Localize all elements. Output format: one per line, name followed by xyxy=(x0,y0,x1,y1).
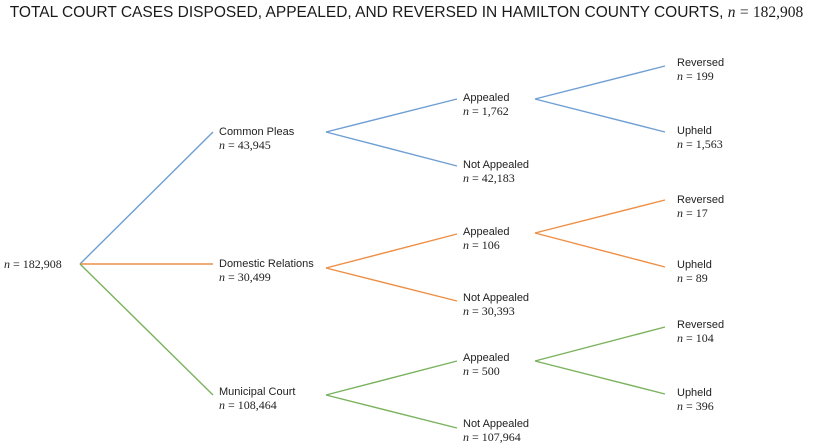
title-equals: = xyxy=(739,4,749,21)
edge-domestic-relations-upheld xyxy=(534,232,666,268)
edge-common-pleas-upheld xyxy=(534,98,666,133)
root-node: n = 182,908 xyxy=(4,258,62,271)
appealed-count: n = 500 xyxy=(463,364,500,378)
upheld-count: n = 1,563 xyxy=(677,137,723,151)
edge-root-municipal-court xyxy=(79,263,214,396)
diagram-title: TOTAL COURT CASES DISPOSED, APPEALED, AN… xyxy=(0,4,813,22)
edge-municipal-court-upheld xyxy=(534,360,666,395)
court-label: Municipal Court xyxy=(219,386,296,398)
appealed-label: Appealed xyxy=(463,352,510,364)
edge-domestic-relations-not-appealed xyxy=(325,267,458,302)
edge-root-common-pleas xyxy=(79,131,214,265)
upheld-node-domestic-relations: Upheld n = 89 xyxy=(677,259,712,285)
upheld-count: n = 89 xyxy=(677,271,708,285)
court-label: Domestic Relations xyxy=(219,258,314,270)
edge-municipal-court-not-appealed xyxy=(325,394,458,429)
title-variable: n xyxy=(727,4,736,21)
edge-domestic-relations-reversed xyxy=(534,199,666,234)
reversed-node-domestic-relations: Reversed n = 17 xyxy=(677,194,724,220)
edge-common-pleas-not-appealed xyxy=(325,131,458,167)
reversed-node-common-pleas: Reversed n = 199 xyxy=(677,57,724,83)
edge-common-pleas-appealed xyxy=(325,98,458,133)
not-appealed-label: Not Appealed xyxy=(463,418,530,430)
appealed-node-common-pleas: Appealed n = 1,762 xyxy=(463,92,510,118)
upheld-label: Upheld xyxy=(677,125,712,137)
court-node-municipal-court: Municipal Court n = 108,464 xyxy=(219,386,295,412)
appealed-node-domestic-relations: Appealed n = 106 xyxy=(463,226,510,252)
not-appealed-label: Not Appealed xyxy=(463,292,530,304)
appealed-label: Appealed xyxy=(463,92,510,104)
edge-municipal-court-appealed xyxy=(325,360,458,396)
court-count: n = 43,945 xyxy=(219,138,271,152)
reversed-node-municipal-court: Reversed n = 104 xyxy=(677,319,724,345)
upheld-node-municipal-court: Upheld n = 396 xyxy=(677,387,714,413)
edge-domestic-relations-appealed xyxy=(325,233,458,269)
title-value: 182,908 xyxy=(752,4,804,21)
court-node-domestic-relations: Domestic Relations n = 30,499 xyxy=(219,258,314,284)
reversed-label: Reversed xyxy=(677,57,725,69)
appealed-node-municipal-court: Appealed n = 500 xyxy=(463,352,510,378)
not-appealed-label: Not Appealed xyxy=(463,159,530,171)
reversed-count: n = 199 xyxy=(677,69,714,83)
edge-municipal-court-reversed xyxy=(534,326,666,362)
reversed-count: n = 104 xyxy=(677,331,714,345)
reversed-label: Reversed xyxy=(677,319,725,331)
appealed-count: n = 106 xyxy=(463,238,500,252)
upheld-label: Upheld xyxy=(677,387,712,399)
not-appealed-count: n = 107,964 xyxy=(463,430,521,444)
upheld-node-common-pleas: Upheld n = 1,563 xyxy=(677,125,723,151)
reversed-label: Reversed xyxy=(677,194,725,206)
edge-common-pleas-reversed xyxy=(534,65,666,100)
root-count: n = 182,908 xyxy=(4,257,62,271)
not-appealed-node-municipal-court: Not Appealed n = 107,964 xyxy=(463,418,529,444)
upheld-label: Upheld xyxy=(677,259,712,271)
court-count: n = 30,499 xyxy=(219,270,271,284)
court-node-common-pleas: Common Pleas n = 43,945 xyxy=(219,126,294,152)
reversed-count: n = 17 xyxy=(677,206,708,220)
not-appealed-count: n = 30,393 xyxy=(463,304,515,318)
not-appealed-node-common-pleas: Not Appealed n = 42,183 xyxy=(463,159,529,185)
upheld-count: n = 396 xyxy=(677,399,714,413)
appealed-label: Appealed xyxy=(463,226,510,238)
court-count: n = 108,464 xyxy=(219,398,277,412)
appealed-count: n = 1,762 xyxy=(463,104,509,118)
title-text: TOTAL COURT CASES DISPOSED, APPEALED, AN… xyxy=(9,4,724,21)
court-label: Common Pleas xyxy=(219,126,295,138)
not-appealed-node-domestic-relations: Not Appealed n = 30,393 xyxy=(463,292,529,318)
not-appealed-count: n = 42,183 xyxy=(463,171,515,185)
